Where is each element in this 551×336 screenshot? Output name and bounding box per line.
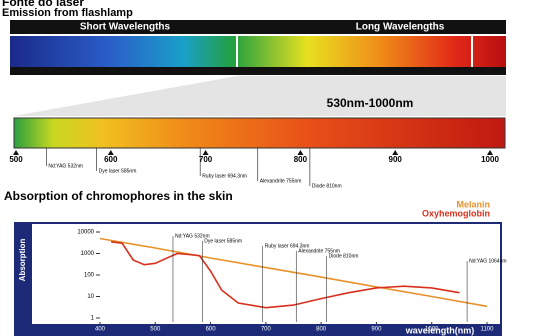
laser-label: Nd:YAG 1064nm: [469, 258, 506, 264]
y-tick-label: 1000: [81, 251, 95, 257]
laser-label: Ruby laser 694.3nm: [265, 243, 310, 249]
series-line: [110, 241, 460, 309]
laser-label: Diode 810nm: [329, 253, 359, 259]
page-title: Fonte do laser: [2, 0, 84, 9]
laser-label: Nd:YAG 532nm: [175, 233, 210, 239]
laser-label: Ruby laser 694.3nm: [202, 173, 247, 179]
x-tick-label: 500: [150, 327, 161, 333]
series-line: [99, 237, 488, 308]
x-tick-label: 600: [206, 327, 217, 333]
laser-label: Dye laser 585nm: [204, 238, 242, 244]
x-tick-label: 1000: [425, 327, 439, 333]
laser-label: Alexandrite 755nm: [260, 178, 302, 184]
y-tick-label: 10000: [77, 230, 94, 236]
laser-label: Alexandrite 755nm: [298, 248, 340, 254]
y-tick-label: 10: [87, 294, 94, 300]
subtitle: Emission from flashlamp: [2, 7, 133, 19]
legend-label: Melanin: [456, 199, 490, 209]
laser-label: Nd:YAG 532nm: [48, 163, 83, 169]
spectrum-bar: [10, 36, 506, 67]
tick-mark: [13, 150, 19, 155]
legend-label: Oxyhemoglobin: [422, 208, 490, 218]
laser-label: Diode 810nm: [312, 183, 342, 189]
tick-label: 600: [104, 155, 118, 164]
tick-mark: [202, 150, 209, 155]
label-bar: [10, 20, 506, 34]
tick-label: 1000: [481, 155, 499, 164]
bar-base: [10, 67, 506, 75]
tick-mark: [487, 150, 493, 155]
x-tick-label: 400: [95, 327, 106, 333]
short-label: Short Wavelengths: [80, 22, 171, 33]
y-tick-label: 1: [91, 316, 95, 322]
y-tick-label: 100: [84, 273, 95, 279]
chart-title: Absorption of chromophores in the skin: [4, 189, 233, 203]
long-label: Long Wavelengths: [356, 22, 445, 33]
y-axis-label: Absorption: [18, 239, 27, 282]
tick-label: 500: [9, 155, 23, 164]
tick-label: 900: [389, 155, 403, 164]
tick-mark: [107, 150, 114, 155]
range-label: 530nm-1000nm: [327, 96, 414, 110]
x-tick-label: 800: [316, 327, 327, 333]
x-tick-label: 1100: [481, 327, 495, 333]
zoom-fan: [14, 76, 506, 116]
x-tick-label: 900: [371, 327, 382, 333]
tick-label: 700: [199, 155, 213, 164]
laser-label: Dye laser 585nm: [99, 168, 137, 174]
x-axis-label: wavelength(nm): [405, 325, 475, 335]
tick-mark: [297, 150, 304, 155]
x-tick-label: 700: [261, 327, 272, 333]
tick-mark: [392, 150, 399, 155]
tick-label: 800: [294, 155, 308, 164]
spectrum-zoom: [13, 117, 506, 149]
